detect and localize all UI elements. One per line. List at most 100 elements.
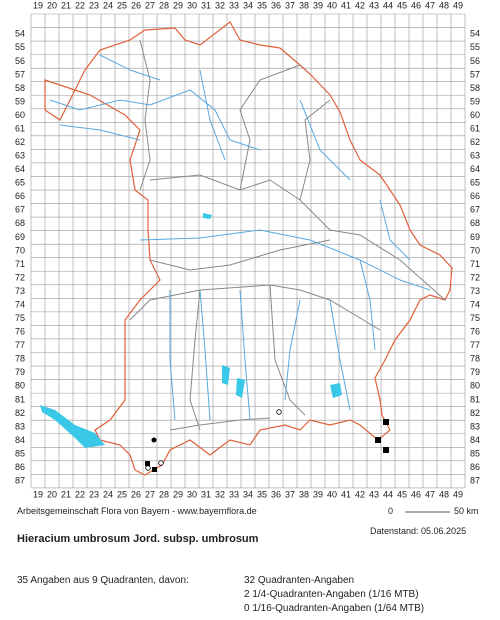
- credit: Arbeitsgemeinschaft Flora von Bayern - w…: [17, 506, 257, 516]
- river: [49, 54, 431, 421]
- row-label: 63: [470, 151, 480, 161]
- row-label: 69: [470, 232, 480, 242]
- column-label: 48: [439, 489, 449, 499]
- column-label: 21: [61, 0, 71, 10]
- column-label: 24: [103, 0, 113, 10]
- row-label: 75: [470, 313, 480, 323]
- row-label: 64: [15, 164, 25, 174]
- row-label: 54: [470, 29, 480, 39]
- column-label: 22: [75, 489, 85, 499]
- column-label: 25: [117, 489, 127, 499]
- column-label: 30: [187, 489, 197, 499]
- column-label: 30: [187, 0, 197, 10]
- row-label: 86: [470, 462, 480, 472]
- row-label: 62: [470, 137, 480, 147]
- scale-end: 50 km: [454, 506, 479, 516]
- markers: [145, 409, 389, 472]
- row-label: 79: [15, 367, 25, 377]
- row-label: 68: [15, 218, 25, 228]
- row-label: 71: [470, 259, 480, 269]
- scale-start: 0: [388, 506, 394, 516]
- column-label: 40: [327, 489, 337, 499]
- state-border: [44, 21, 453, 476]
- column-label: 35: [257, 0, 267, 10]
- column-label: 25: [117, 0, 127, 10]
- row-label: 66: [15, 191, 25, 201]
- row-label: 69: [15, 232, 25, 242]
- row-label: 57: [15, 69, 25, 79]
- row-label: 78: [470, 354, 480, 364]
- row-label: 71: [15, 259, 25, 269]
- column-label: 49: [453, 489, 463, 499]
- row-label: 76: [470, 327, 480, 337]
- row-label: 56: [470, 56, 480, 66]
- district-border: [129, 39, 446, 431]
- column-label: 29: [173, 0, 183, 10]
- summary-line: 2 1/4-Quadranten-Angaben (1/16 MTB): [244, 589, 419, 600]
- column-label: 39: [313, 489, 323, 499]
- row-label: 58: [15, 83, 25, 93]
- row-label: 59: [15, 96, 25, 106]
- column-label: 27: [145, 0, 155, 10]
- row-label: 60: [470, 110, 480, 120]
- quadrant-marker: [383, 447, 389, 453]
- column-label: 22: [75, 0, 85, 10]
- column-label: 31: [201, 489, 211, 499]
- summary-line: 32 Quadranten-Angaben: [244, 575, 355, 586]
- quadrant-marker: [145, 461, 150, 466]
- row-label: 63: [15, 151, 25, 161]
- row-label: 79: [470, 367, 480, 377]
- column-label: 28: [159, 489, 169, 499]
- row-label: 66: [470, 191, 480, 201]
- row-label: 82: [15, 408, 25, 418]
- row-label: 85: [470, 448, 480, 458]
- row-label: 72: [15, 272, 25, 282]
- row-label: 80: [15, 381, 25, 391]
- column-label: 20: [47, 0, 57, 10]
- quarter-quadrant-marker: [151, 437, 157, 443]
- column-label: 34: [243, 0, 253, 10]
- column-label: 47: [425, 0, 435, 10]
- column-label: 32: [215, 0, 225, 10]
- row-label: 75: [15, 313, 25, 323]
- quadrant-marker: [152, 467, 157, 472]
- row-label: 57: [470, 69, 480, 79]
- row-label: 70: [15, 245, 25, 255]
- row-label: 59: [470, 96, 480, 106]
- summary-total: 35 Angaben aus 9 Quadranten, davon:: [17, 575, 189, 586]
- lake: [203, 213, 342, 398]
- column-label: 43: [369, 0, 379, 10]
- quadrant-marker: [383, 419, 389, 425]
- column-label: 36: [271, 0, 281, 10]
- summary-line: 0 1/16-Quadranten-Angaben (1/64 MTB): [244, 603, 425, 614]
- column-label: 27: [145, 489, 155, 499]
- column-label: 41: [341, 489, 351, 499]
- title: Hieracium umbrosum Jord. subsp. umbrosum: [17, 533, 259, 545]
- row-label: 67: [15, 205, 25, 215]
- row-label: 87: [470, 476, 480, 486]
- column-label: 47: [425, 489, 435, 499]
- column-label: 41: [341, 0, 351, 10]
- column-label: 39: [313, 0, 323, 10]
- column-label: 38: [299, 489, 309, 499]
- column-label: 46: [411, 489, 421, 499]
- row-label: 56: [15, 56, 25, 66]
- grid-labels: 19 19 20 20 21 21 22 22 23 23 24 24 25 25 26 26 27 27 28 28…: [15, 0, 480, 499]
- column-label: 21: [61, 489, 71, 499]
- column-label: 20: [47, 489, 57, 499]
- row-label: 81: [15, 394, 25, 404]
- row-label: 74: [15, 299, 25, 309]
- row-label: 54: [15, 29, 25, 39]
- column-label: 42: [355, 489, 365, 499]
- row-label: 74: [470, 299, 480, 309]
- column-label: 26: [131, 489, 141, 499]
- column-label: 49: [453, 0, 463, 10]
- column-label: 36: [271, 489, 281, 499]
- row-label: 83: [15, 421, 25, 431]
- column-label: 33: [229, 0, 239, 10]
- column-label: 37: [285, 489, 295, 499]
- column-label: 37: [285, 0, 295, 10]
- row-label: 73: [15, 286, 25, 296]
- row-label: 81: [470, 394, 480, 404]
